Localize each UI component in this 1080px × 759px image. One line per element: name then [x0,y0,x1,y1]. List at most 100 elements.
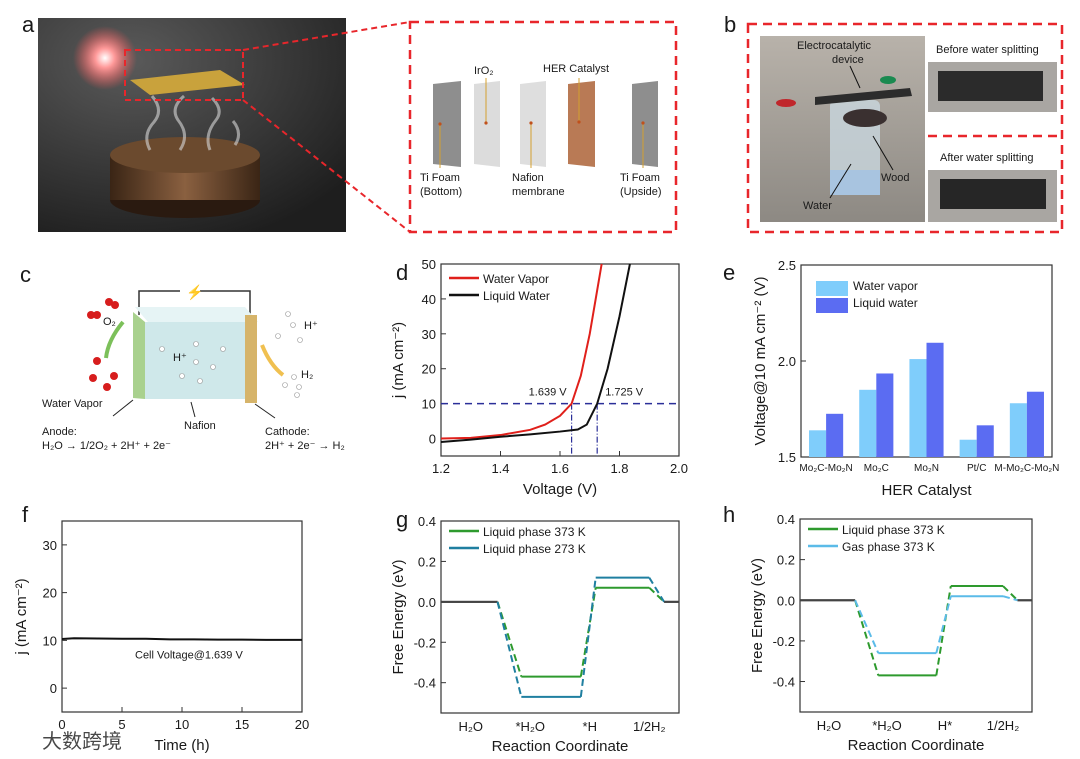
category-label: Mo₂N [914,463,939,474]
transition-line [1002,595,1018,602]
panel-letter-g: g [396,507,408,532]
label-ti-foam-upside-2: (Upside) [620,186,662,198]
y-tick-label: 0 [429,432,436,447]
transition-line [579,577,597,697]
leader-cathode [254,403,276,419]
chart-g: -0.4 -0.2 0.0 0.2 0.4 Reaction Coordinate Free… [390,514,680,755]
y-axis-label: Free Energy (eV) [390,559,407,674]
red-clip [776,99,796,107]
y-tick-label: 0.4 [418,514,436,529]
leader-wood [872,135,894,171]
y-tick-label: 10 [43,633,57,648]
membrane-top [135,307,258,322]
label-electrocatalytic: Electrocatalytic [797,40,871,52]
chart-e: 1.5 2.0 2.5 HER Catalyst Voltage@10 mA cm⁻² … [752,258,1059,499]
x-tick-label: 2.0 [670,461,688,476]
y-axis-label: j (mA cm⁻²) [390,322,407,399]
transition-line [648,577,665,603]
x-tick-label: 10 [175,717,189,732]
transition-line [935,595,952,654]
label-iro2: IrO₂ [474,65,494,77]
after-electrode [940,179,1046,209]
label-water-vapor: Water Vapor [42,398,103,410]
y-tick-label: 0.2 [418,554,436,569]
y-axis-label: j (mA cm⁻²) [13,578,30,655]
watermark: 大数跨境 [42,730,122,753]
legend-label: Gas phase 373 K [842,540,935,554]
bar-water-vapor [859,389,877,457]
x-tick-label: 1.6 [551,461,569,476]
label-hplus-in: H⁺ [173,352,187,364]
legend-label: Liquid water [853,296,918,310]
state-label: 1/2H₂ [633,719,666,734]
legend-label: Water vapor [853,279,918,293]
y-tick-label: 20 [422,362,436,377]
leader-water [829,163,852,199]
legend-label: Water Vapor [483,272,549,286]
bar-liquid-water [926,342,944,457]
panel-letter-h: h [723,502,735,527]
leader-anode [112,399,134,417]
legend-label: Liquid phase 373 K [483,525,586,539]
y-tick-label: 20 [43,586,57,601]
plot-frame [799,518,1033,713]
state-label: H₂O [458,719,483,734]
leader-nafion [190,401,196,418]
panel-letter-b: b [724,12,736,37]
panel-letter-a: a [22,12,35,37]
annotation-cell-voltage: Cell Voltage@1.639 V [135,649,243,661]
label-nafion: Nafion [184,420,216,432]
chart-h: -0.4 -0.2 0.0 0.2 0.4 Reaction Coordinate Free… [749,512,1033,754]
y-tick-label: -0.2 [773,634,795,649]
h-atoms [159,311,303,398]
device-strip [815,88,912,105]
label-wood: Wood [881,172,910,184]
plate-her-catalyst [568,81,595,167]
bar-water-vapor [959,439,977,457]
leader-lines [439,78,644,168]
chart-f: 0 10 20 30 0 5 10 15 20 Time (h) j (mA cm⁻²) Cell V… [13,520,309,754]
y-axis-label: Voltage@10 mA cm⁻² (V) [752,276,769,445]
anode-layer [133,312,145,399]
label-device: device [832,54,864,66]
steam [145,94,240,151]
label-before: Before water splitting [936,44,1039,56]
bar-water-vapor [809,430,827,457]
y-tick-label: -0.2 [414,635,436,650]
label-hplus-out: H⁺ [304,320,318,332]
label-after: After water splitting [940,152,1034,164]
category-label: Mo₂C-Mo₂N [799,463,852,474]
zoom-box [124,49,244,101]
x-axis-label: Time (h) [154,737,209,754]
y-tick-label: 1.5 [778,450,796,465]
h2-arrow [260,344,285,377]
green-clip [880,76,896,84]
series-line-liquid-water [440,263,631,444]
cathode-equation: 2H⁺ + 2e⁻ → H₂ [265,440,345,452]
y-tick-label: 0.2 [777,553,795,568]
x-tick-label: 0 [58,717,65,732]
legend-label: Liquid phase 373 K [842,523,945,537]
y-tick-label: -0.4 [414,676,436,691]
zoom-line-top [242,21,411,51]
y-tick-label: 0.4 [777,512,795,527]
x-axis-label: Reaction Coordinate [492,738,629,755]
y-tick-label: 10 [422,397,436,412]
y-tick-label: 0.0 [418,595,436,610]
panel-letter-e: e [723,260,735,285]
label-her-catalyst: HER Catalyst [543,63,609,75]
x-tick-label: 1.8 [610,461,628,476]
plate-nafion [520,81,546,167]
y-tick-label: 40 [422,292,436,307]
photo-box [746,22,1064,234]
category-label: Pt/C [967,463,986,474]
panel-letter-d: d [396,260,408,285]
label-h2: H₂ [301,369,313,381]
power-icon: ⚡ [186,284,203,301]
x-tick-label: 1.4 [491,461,509,476]
state-label: *H₂O [872,718,902,733]
water-in-beaker [830,170,880,195]
plot-frame [440,263,680,457]
transition-line [935,585,952,676]
